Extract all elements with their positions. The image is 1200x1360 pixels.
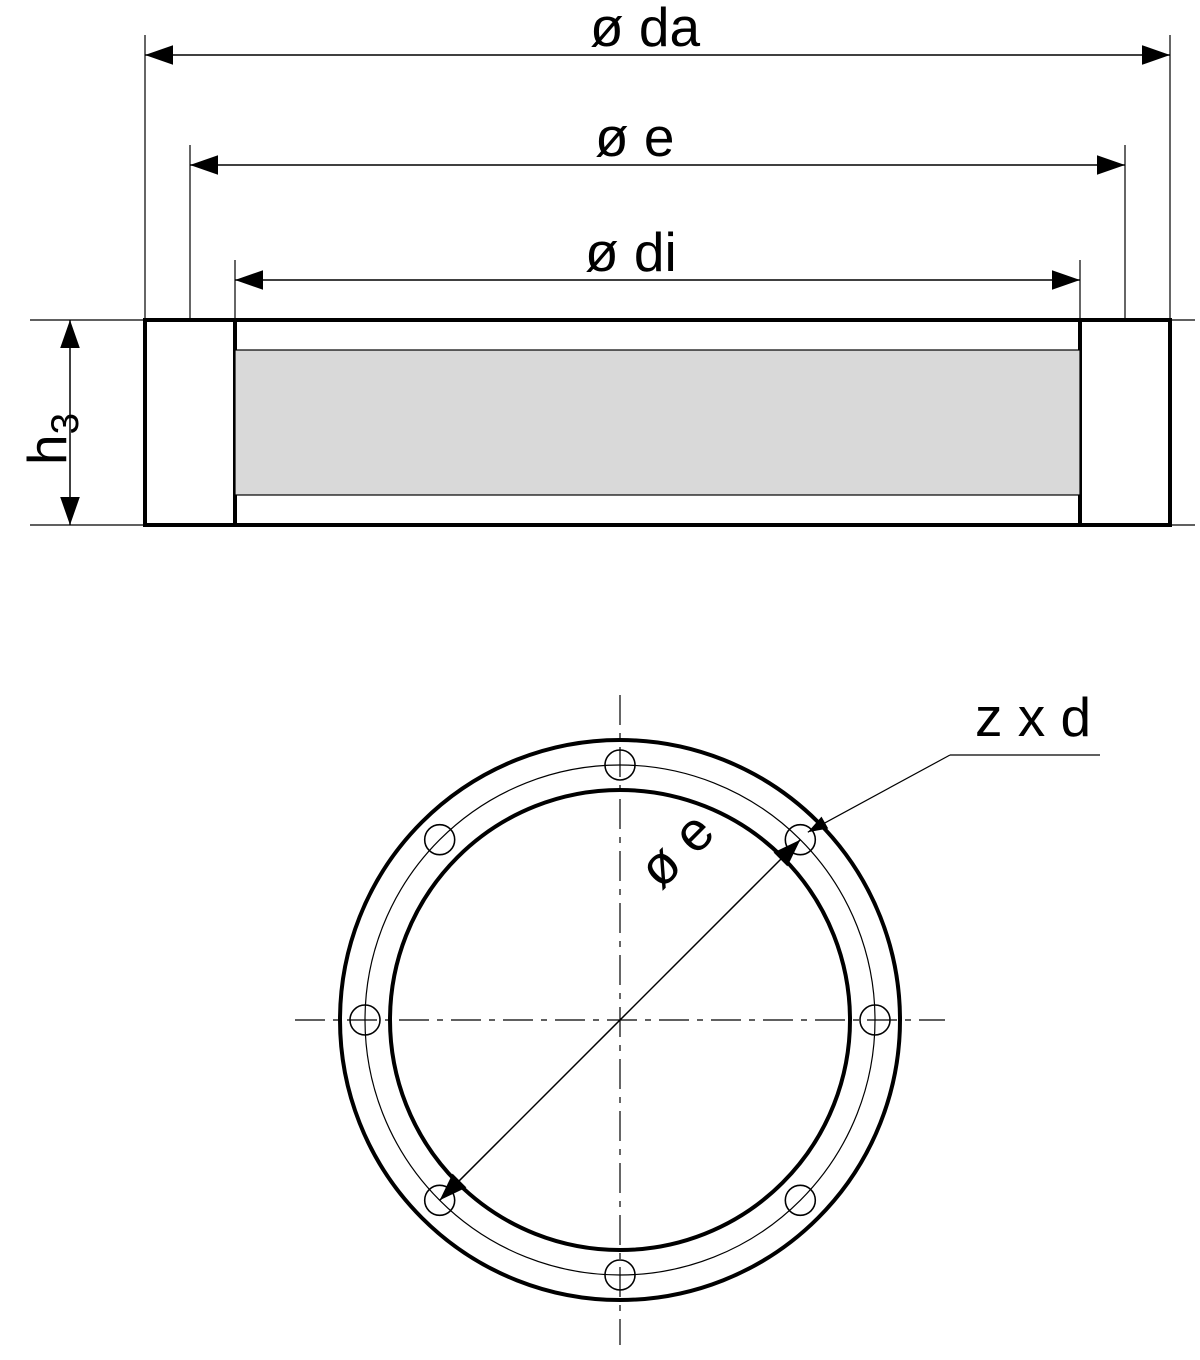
label-da: ø da <box>590 0 700 59</box>
label-e-top: ø e <box>595 105 674 169</box>
label-h3: h3 <box>15 413 88 465</box>
label-zxd: z x d <box>975 685 1091 749</box>
label-di: ø di <box>585 220 677 284</box>
